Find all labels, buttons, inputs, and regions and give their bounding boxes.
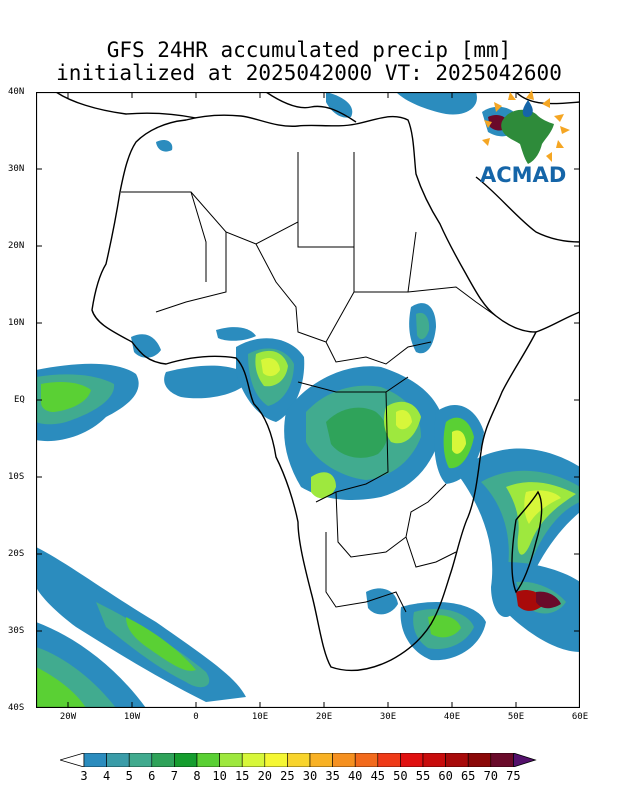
colorbar-label: 6 <box>148 769 156 783</box>
colorbar-label: 10 <box>212 769 227 783</box>
precip-area <box>536 591 561 609</box>
colorbar <box>60 753 537 767</box>
lon-label-60e: 60E <box>571 712 589 722</box>
precip-area <box>261 358 280 377</box>
colorbar-swatch <box>219 753 243 767</box>
lat-label-30s: 30S <box>8 626 25 636</box>
map-title-line-1: GFS 24HR accumulated precip [mm] <box>106 38 512 62</box>
coastline <box>55 92 580 672</box>
colorbar-swatch <box>83 753 107 767</box>
colorbar-swatch <box>151 753 175 767</box>
lat-label-20n: 20N <box>8 241 25 251</box>
lat-label-10n: 10N <box>8 318 25 328</box>
precip-area <box>452 430 466 454</box>
lon-label-30e: 30E <box>379 712 397 722</box>
precip-area <box>428 615 461 638</box>
precip-area <box>396 410 412 430</box>
precip-area <box>416 312 430 340</box>
colorbar-label: 40 <box>347 769 363 783</box>
colorbar-swatch <box>128 753 153 767</box>
colorbar-swatch <box>241 753 266 767</box>
lat-label-eq: EQ <box>14 395 25 405</box>
colorbar-label: 4 <box>102 769 111 783</box>
lat-label-20s: 20S <box>8 549 25 559</box>
colorbar-swatch <box>354 753 379 767</box>
precip-area <box>326 92 353 118</box>
precip-map <box>36 92 580 708</box>
colorbar-swatch <box>174 753 198 767</box>
colorbar-label: 20 <box>257 769 273 783</box>
colorbar-label: 8 <box>193 769 201 783</box>
colorbar-label: 60 <box>438 769 453 783</box>
lon-label-0: 0 <box>193 712 199 722</box>
colorbar-label: 50 <box>393 769 408 783</box>
colorbar-label: 45 <box>370 769 386 783</box>
precip-area <box>126 617 196 671</box>
lon-label-40e: 40E <box>443 712 461 722</box>
colorbar-swatch <box>332 753 356 767</box>
precip-area <box>156 139 173 152</box>
colorbar-max-arrow <box>512 753 537 767</box>
precip-area <box>131 334 161 358</box>
lat-label-40s: 40S <box>8 703 25 713</box>
map-title-line-2: initialized at 2025042000 VT: 2025042600 <box>56 61 562 85</box>
colorbar-label: 5 <box>125 769 133 783</box>
colorbar-swatch <box>264 753 288 767</box>
precip-area <box>396 92 477 115</box>
acmad-logo <box>482 90 570 164</box>
colorbar-swatch <box>445 753 469 767</box>
colorbar-swatch <box>196 753 220 767</box>
colorbar-label: 15 <box>234 769 250 783</box>
precip-area <box>164 365 251 399</box>
colorbar-swatch <box>467 753 492 767</box>
colorbar-label: 75 <box>506 769 521 783</box>
precip-area <box>311 472 336 499</box>
africa-map-icon <box>501 109 554 164</box>
colorbar-label: 30 <box>302 769 318 783</box>
precip-area <box>366 588 398 615</box>
country-borders <box>121 152 497 613</box>
colorbar-label: 7 <box>170 769 178 783</box>
lon-label-50e: 50E <box>507 712 525 722</box>
precip-area <box>41 382 91 412</box>
colorbar-swatch <box>490 753 514 767</box>
colorbar-label: 55 <box>415 769 431 783</box>
colorbar-label: 70 <box>483 769 499 783</box>
lon-label-20w: 20W <box>59 712 77 722</box>
lat-label-10s: 10S <box>8 472 25 482</box>
sun-rays-icon <box>482 90 570 162</box>
axis-ticks <box>36 92 580 708</box>
lat-label-40n: 40N <box>8 87 25 97</box>
acmad-logo-text: ACMAD <box>480 163 567 187</box>
precip-area <box>326 407 388 458</box>
raindrop-icon <box>522 100 533 117</box>
colorbar-label: 35 <box>325 769 340 783</box>
colorbar-label: 25 <box>280 769 295 783</box>
lon-label-10w: 10W <box>123 712 141 722</box>
lon-label-10e: 10E <box>251 712 269 722</box>
colorbar-label: 3 <box>80 769 88 783</box>
colorbar-swatch <box>106 753 130 767</box>
colorbar-label: 65 <box>460 769 476 783</box>
colorbar-swatch <box>287 753 311 767</box>
lon-label-20e: 20E <box>315 712 333 722</box>
colorbar-swatch <box>400 753 424 767</box>
precip-area <box>216 327 256 341</box>
colorbar-swatch <box>422 753 446 767</box>
colorbar-swatch <box>309 753 333 767</box>
precip-shading <box>36 92 580 708</box>
precip-area <box>36 667 86 708</box>
colorbar-min-arrow <box>60 753 85 767</box>
colorbar-swatch <box>377 753 401 767</box>
lat-label-30n: 30N <box>8 164 25 174</box>
